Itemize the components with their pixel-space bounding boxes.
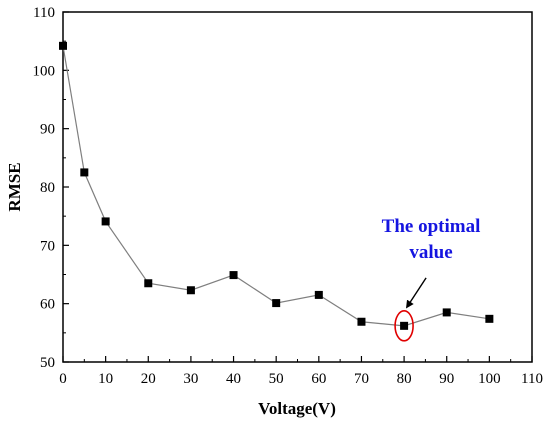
optimal-annotation: The optimal value (382, 216, 481, 342)
x-tick-label: 70 (354, 371, 369, 387)
x-tick-label: 80 (397, 371, 412, 387)
annotation-text-line1: The optimal (382, 216, 481, 237)
x-tick-label: 0 (59, 371, 67, 387)
y-axis-title: RMSE (5, 162, 24, 211)
data-point (400, 321, 409, 330)
x-tick-label: 40 (226, 371, 241, 387)
y-tick-label: 50 (40, 355, 55, 371)
data-point (357, 317, 366, 326)
data-point (229, 271, 238, 280)
x-tick-label: 60 (311, 371, 326, 387)
x-tick-label: 110 (521, 371, 543, 387)
x-tick-label: 50 (269, 371, 284, 387)
data-point (186, 286, 195, 295)
x-tick-label: 20 (141, 371, 156, 387)
x-axis-title: Voltage(V) (258, 399, 336, 418)
y-tick-label: 90 (40, 122, 55, 138)
data-point (80, 168, 89, 177)
data-point (442, 308, 451, 317)
annotation-text-line2: value (409, 242, 452, 263)
y-tick-label: 80 (40, 180, 55, 196)
x-tick-label: 10 (98, 371, 113, 387)
data-point (485, 314, 494, 323)
data-point (59, 41, 67, 50)
data-point (101, 217, 110, 226)
data-points (59, 41, 494, 330)
optimal-arrow (405, 277, 427, 309)
x-tick-label: 30 (183, 371, 198, 387)
data-point (272, 299, 281, 308)
optimal-highlight-ellipse (394, 310, 414, 342)
x-tick-label: 90 (439, 371, 454, 387)
x-tick-label: 100 (478, 371, 501, 387)
series-line (62, 45, 490, 327)
y-tick-label: 110 (33, 5, 55, 21)
plot-frame (62, 11, 533, 363)
y-tick-label: 60 (40, 297, 55, 313)
data-point (314, 290, 323, 299)
data-point (144, 279, 153, 288)
y-tick-label: 70 (40, 238, 55, 254)
y-tick-label: 100 (33, 63, 56, 79)
axis-ticks: 0 10 20 30 40 50 60 70 80 90 100 110 50 60 70 80 90 100 11… (33, 5, 543, 387)
